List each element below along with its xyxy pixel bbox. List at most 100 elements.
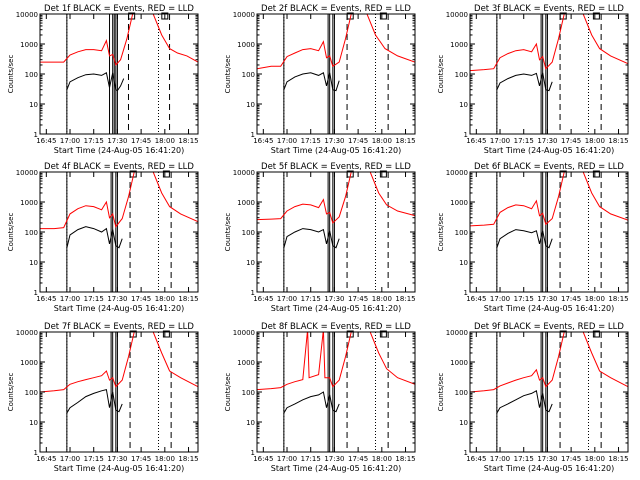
y-tick-label: 10 (246, 259, 255, 267)
square-marker (162, 170, 170, 178)
x-tick-label: 17:00 (277, 137, 297, 145)
panel-det-5: Det 5f BLACK = Events, RED = LLD 1 10 100 10… (224, 162, 416, 313)
y-axis-label: Counts/sec (437, 373, 445, 412)
x-tick-label: 18:15 (178, 455, 198, 463)
y-tick-label: 1 (34, 449, 38, 457)
y-tick-label: 1 (464, 289, 468, 297)
x-tick-label: 17:45 (131, 137, 151, 145)
x-tick-label: 18:00 (372, 137, 392, 145)
x-axis-label: Start Time (24-Aug-05 16:41:20) (54, 464, 185, 473)
plot-frame (256, 171, 416, 293)
square-marker (379, 330, 387, 338)
x-tick-label: 17:30 (324, 137, 344, 145)
events-series-line (66, 388, 123, 414)
y-axis-label: Counts/sec (224, 373, 232, 412)
x-tick-label: 18:00 (155, 455, 175, 463)
plot-frame (39, 331, 199, 453)
panel-title: Det 8f BLACK = Events, RED = LLD (261, 322, 411, 332)
y-tick-label: 100 (242, 229, 255, 237)
x-tick-label: 18:00 (585, 455, 605, 463)
x-axis-label: Start Time (24-Aug-05 16:41:20) (271, 464, 402, 473)
panel-title: Det 9f BLACK = Events, RED = LLD (474, 322, 624, 332)
x-tick-label: 17:15 (301, 137, 321, 145)
y-tick-label: 1 (34, 289, 38, 297)
y-axis-label: Counts/sec (224, 55, 232, 94)
x-tick-label: 18:00 (155, 295, 175, 303)
y-tick-label: 100 (455, 389, 468, 397)
square-marker (592, 330, 600, 338)
lld-series-line (470, 14, 628, 72)
panel-det-6: Det 6f BLACK = Events, RED = LLD 1 10 100 10… (437, 162, 629, 313)
panel-det-1: Det 1f BLACK = Events, RED = LLD 1 10 100 10… (7, 4, 199, 155)
x-tick-label: 17:30 (107, 295, 127, 303)
x-tick-label: 17:45 (348, 295, 368, 303)
y-tick-label: 100 (25, 389, 38, 397)
x-tick-label: 18:15 (395, 455, 415, 463)
events-series-line (496, 390, 553, 414)
x-tick-label: 17:45 (348, 455, 368, 463)
y-tick-label: 1000 (20, 199, 38, 207)
y-tick-label: 1000 (237, 41, 255, 49)
lld-series-line (40, 14, 198, 66)
panel-det-8: Det 8f BLACK = Events, RED = LLD 1 10 100 10… (224, 322, 416, 473)
x-tick-label: 17:45 (348, 137, 368, 145)
time-markers (283, 332, 389, 452)
time-markers (283, 14, 389, 134)
panel-title: Det 2f BLACK = Events, RED = LLD (261, 4, 411, 14)
panel-det-4: Det 4f BLACK = Events, RED = LLD 1 10 100 10… (7, 162, 199, 313)
y-tick-label: 10000 (446, 11, 468, 19)
x-tick-label: 18:00 (585, 137, 605, 145)
y-tick-label: 100 (455, 71, 468, 79)
x-tick-label: 18:15 (395, 137, 415, 145)
y-tick-label: 1 (464, 449, 468, 457)
y-axis-label: Counts/sec (437, 55, 445, 94)
plot-frame (39, 13, 199, 135)
x-tick-label: 17:15 (514, 137, 534, 145)
y-tick-label: 10000 (233, 329, 255, 337)
x-tick-label: 17:00 (277, 455, 297, 463)
x-tick-label: 17:15 (301, 295, 321, 303)
x-tick-label: 17:30 (537, 455, 557, 463)
x-tick-label: 17:30 (324, 455, 344, 463)
x-tick-label: 17:15 (84, 295, 104, 303)
x-axis-label: Start Time (24-Aug-05 16:41:20) (484, 146, 615, 155)
plot-frame (256, 331, 416, 453)
x-tick-label: 16:45 (253, 137, 273, 145)
events-series-line (283, 228, 340, 249)
x-tick-label: 17:45 (561, 137, 581, 145)
panel-det-3: Det 3f BLACK = Events, RED = LLD 1 10 100 10… (437, 4, 629, 155)
y-tick-label: 100 (455, 229, 468, 237)
x-tick-label: 17:00 (60, 455, 80, 463)
y-tick-label: 10 (459, 259, 468, 267)
y-tick-label: 1000 (237, 359, 255, 367)
lld-series-line (40, 332, 198, 393)
time-markers (283, 172, 389, 292)
y-tick-label: 1000 (450, 359, 468, 367)
x-tick-label: 17:30 (537, 295, 557, 303)
time-markers (66, 172, 172, 292)
x-tick-label: 17:15 (84, 137, 104, 145)
y-axis-label: Counts/sec (224, 213, 232, 252)
y-tick-label: 1 (251, 449, 255, 457)
x-tick-label: 18:00 (372, 455, 392, 463)
plot-frame (469, 171, 629, 293)
events-series-line (283, 391, 340, 414)
time-markers (66, 332, 172, 452)
x-tick-label: 16:45 (36, 295, 56, 303)
x-tick-label: 17:30 (107, 455, 127, 463)
y-tick-label: 1000 (20, 359, 38, 367)
x-tick-label: 17:15 (514, 455, 534, 463)
x-tick-label: 17:15 (514, 295, 534, 303)
square-marker (592, 12, 600, 20)
x-tick-label: 17:30 (537, 137, 557, 145)
time-markers (496, 14, 602, 134)
y-tick-label: 1 (251, 131, 255, 139)
y-tick-label: 100 (242, 71, 255, 79)
x-axis-label: Start Time (24-Aug-05 16:41:20) (271, 304, 402, 313)
x-tick-label: 18:15 (395, 295, 415, 303)
x-tick-label: 16:45 (466, 455, 486, 463)
lld-series-line (257, 14, 415, 70)
x-tick-label: 17:00 (490, 137, 510, 145)
y-tick-label: 10 (29, 101, 38, 109)
panel-det-7: Det 7f BLACK = Events, RED = LLD 1 10 100 10… (7, 322, 199, 473)
